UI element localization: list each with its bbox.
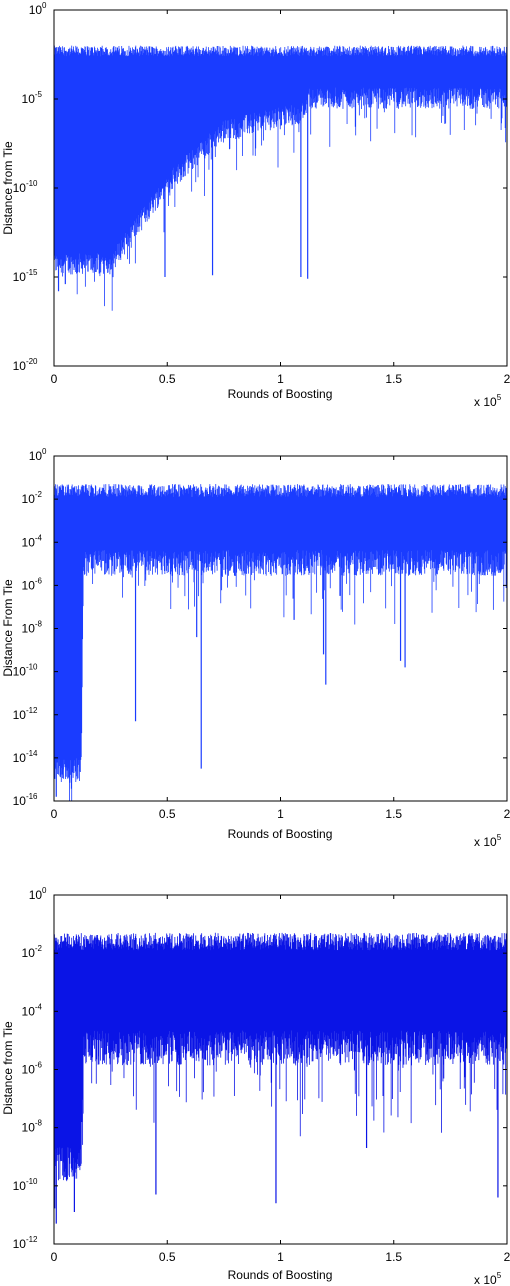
chart-1-xtick-label: 0 (51, 372, 58, 386)
chart-1-series (53, 45, 508, 311)
chart-1-xtick-label: 2 (504, 372, 510, 386)
chart-2-xtick-label: 1 (277, 807, 284, 821)
chart-1-ytick-label: 10-10 (13, 179, 38, 195)
chart-3-ytick-label: 10-12 (13, 1235, 38, 1251)
chart-2-ytick-label: 10-10 (13, 663, 38, 679)
chart-3-ytick-label: 10-10 (13, 1177, 38, 1193)
chart-2-ytick-label: 10-2 (22, 490, 43, 506)
chart-1-series-line (53, 45, 508, 311)
chart-1-xtick-label: 1.5 (385, 372, 402, 386)
chart-1: 0 0.5 1 1.5 2 100 10-5 10-10 10-15 10-20 Rounds o… (1, 1, 510, 409)
chart-2-xtick-label: 2 (504, 807, 510, 821)
chart-3-series-line (53, 932, 508, 1209)
chart-2-xtick-label: 0.5 (159, 807, 176, 821)
chart-1-ytick-label: 10-20 (13, 357, 38, 373)
chart-3-xtick-label: 0.5 (159, 1250, 176, 1264)
chart-2-ytick-label: 100 (29, 447, 47, 463)
chart-1-xtick-label: 0.5 (159, 372, 176, 386)
chart-1-x-multiplier: x 105 (474, 393, 502, 409)
chart-3-ytick-label: 10-4 (22, 1002, 43, 1018)
chart-1-ytick-label: 10-15 (13, 268, 38, 284)
chart-3-ytick-label: 10-2 (22, 944, 43, 960)
chart-2-ytick-label: 10-4 (22, 533, 43, 549)
chart-3-series (53, 932, 508, 1224)
chart-2-series-line (53, 484, 508, 801)
chart-2-x-multiplier: x 105 (474, 833, 502, 849)
chart-2-ylabel: Distance From Tie (1, 579, 15, 677)
chart-3-ytick-label: 100 (29, 886, 47, 902)
chart-2-ytick-label: 10-8 (22, 620, 43, 636)
chart-3-xtick-label: 1 (277, 1250, 284, 1264)
chart-1-ytick-label: 100 (29, 1, 47, 17)
chart-2: 0 0.5 1 1.5 2 100 10-2 10-4 10-6 10-8 10-10 10-12 10… (1, 447, 510, 849)
chart-1-ylabel: Distance from Tie (1, 141, 15, 235)
chart-1-xlabel: Rounds of Boosting (228, 387, 333, 401)
chart-3-xlabel: Rounds of Boosting (228, 1268, 333, 1282)
chart-3-xtick-label: 2 (504, 1250, 510, 1264)
chart-3-ylabel: Distance from Tie (1, 1021, 15, 1115)
chart-3-ytick-label: 10-8 (22, 1119, 43, 1135)
chart-3-xtick-label: 0 (51, 1250, 58, 1264)
chart-3: 0 0.5 1 1.5 2 100 10-2 10-4 10-6 10-8 10-10 10-12 R… (1, 886, 510, 1286)
chart-2-ytick-label: 10-14 (13, 749, 38, 765)
chart-1-xtick-label: 1 (277, 372, 284, 386)
chart-2-series (53, 484, 508, 801)
chart-1-ytick-label: 10-5 (22, 90, 43, 106)
chart-2-ytick-label: 10-12 (13, 706, 38, 722)
chart-3-ytick-label: 10-6 (22, 1061, 43, 1077)
chart-2-xtick-label: 0 (51, 807, 58, 821)
chart-2-ytick-label: 10-6 (22, 576, 43, 592)
chart-2-xtick-label: 1.5 (385, 807, 402, 821)
chart-3-xtick-label: 1.5 (385, 1250, 402, 1264)
chart-2-ytick-label: 10-16 (13, 792, 38, 808)
chart-2-xlabel: Rounds of Boosting (228, 827, 333, 841)
chart-1-ticks: 0 0.5 1 1.5 2 100 10-5 10-10 10-15 10-20 (13, 1, 510, 386)
chart-3-ticks: 0 0.5 1 1.5 2 100 10-2 10-4 10-6 10-8 10-10 10-12 (13, 886, 510, 1264)
chart-2-ticks: 0 0.5 1 1.5 2 100 10-2 10-4 10-6 10-8 10-10 10-12 10… (13, 447, 510, 821)
chart-3-x-multiplier: x 105 (474, 1271, 502, 1286)
